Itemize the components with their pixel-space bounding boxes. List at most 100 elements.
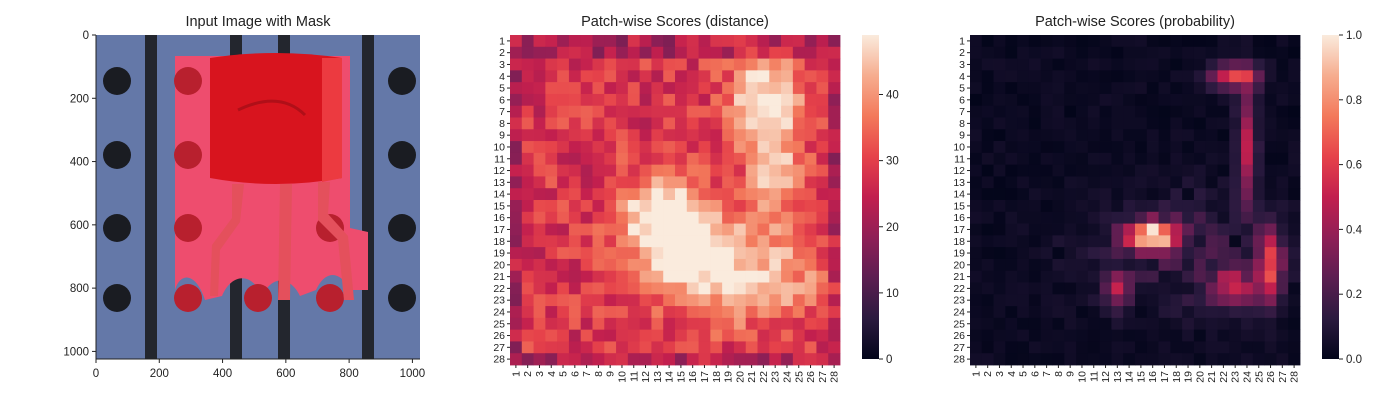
heatmap-cell <box>545 329 558 342</box>
heatmap-cell <box>510 294 523 307</box>
heatmap-cell <box>1087 82 1101 95</box>
heatmap-cell <box>651 258 664 272</box>
heatmap-cell <box>1135 270 1148 283</box>
heatmap-cell <box>745 223 758 236</box>
heatmap-cell <box>1252 70 1266 83</box>
heatmap-cell <box>1123 152 1136 166</box>
heatmap-cell <box>1028 164 1042 177</box>
heatmap-cell <box>1146 35 1159 48</box>
heatmap-cell <box>651 353 664 366</box>
heatmap-cell <box>804 306 817 319</box>
x-tick-label: 0 <box>93 368 99 380</box>
heatmap-cell <box>1182 117 1195 130</box>
heatmap-cell <box>1217 176 1230 189</box>
heatmap-cell <box>698 294 711 307</box>
heatmap-cell <box>533 329 546 342</box>
heatmap-cell <box>1229 46 1242 59</box>
heatmap-cell <box>733 247 747 260</box>
heatmap-cell <box>792 129 806 142</box>
heatmap-cell <box>993 58 1006 71</box>
heatmap-cell <box>1064 176 1077 189</box>
heatmap-cell <box>627 105 641 118</box>
heatmap-cell <box>651 294 664 307</box>
heatmap-cell <box>545 164 558 177</box>
heatmap-cell <box>627 35 641 48</box>
heatmap-cell <box>568 294 582 307</box>
heatmap-cell <box>580 270 593 283</box>
heatmap-cell <box>533 35 546 48</box>
heatmap-cell <box>1064 270 1077 283</box>
heatmap-cell <box>580 82 593 95</box>
x-tick-label: 3 <box>534 371 546 377</box>
heatmap-cell <box>568 223 582 236</box>
heatmap-cell <box>1028 247 1042 260</box>
heatmap-cell <box>1028 70 1042 83</box>
heatmap-cell <box>1276 294 1289 307</box>
heatmap-cell <box>604 117 617 130</box>
heatmap-cell <box>521 200 534 213</box>
heatmap-cell <box>510 258 523 272</box>
heatmap-cell <box>592 223 605 236</box>
heatmap-cell <box>1205 176 1218 189</box>
heatmap-cell <box>1099 306 1112 319</box>
heatmap-cell <box>616 82 629 95</box>
heatmap-cell <box>1123 341 1136 354</box>
heatmap-cell <box>816 164 829 177</box>
heatmap-cell <box>521 70 534 83</box>
heatmap-cell <box>675 329 688 342</box>
heatmap-cell <box>804 152 817 166</box>
heatmap-cell <box>710 294 723 307</box>
heatmap-cell <box>1264 353 1277 366</box>
heatmap-cell <box>1241 93 1254 107</box>
heatmap-cell <box>733 141 747 154</box>
y-tick-label: 24 <box>493 306 505 318</box>
heatmap-cell <box>510 235 523 248</box>
x-tick-label: 15 <box>675 371 687 383</box>
heatmap-cell <box>781 211 794 224</box>
heatmap-cell <box>1229 317 1242 331</box>
heatmap-cell <box>804 294 817 307</box>
heatmap-cell <box>592 117 605 130</box>
heatmap-cell <box>1028 317 1042 331</box>
heatmap-cell <box>1087 93 1101 107</box>
heatmap-cell <box>1182 141 1195 154</box>
heatmap-cell <box>521 58 534 71</box>
heatmap-cell <box>1193 329 1207 342</box>
heatmap-cell <box>769 247 782 260</box>
heatmap-cell <box>533 258 546 272</box>
heatmap-cell <box>710 341 723 354</box>
heatmap-cell <box>675 93 688 107</box>
heatmap-cell <box>1017 341 1030 354</box>
heatmap-cell <box>1182 223 1195 236</box>
heatmap-cell <box>816 176 829 189</box>
heatmap-cell <box>733 129 747 142</box>
heatmap-cell <box>1170 223 1183 236</box>
heatmap-cell <box>1135 200 1148 213</box>
heatmap-cell <box>627 188 641 201</box>
heatmap-cell <box>1017 294 1030 307</box>
heatmap-cell <box>1288 270 1301 283</box>
heatmap-cell <box>981 141 994 154</box>
x-tick-label: 16 <box>687 371 699 383</box>
heatmap-cell <box>970 247 983 260</box>
heatmap-cell <box>745 294 758 307</box>
heatmap-cell <box>781 306 794 319</box>
heatmap-cell <box>639 329 652 342</box>
heatmap-cell <box>733 235 747 248</box>
heatmap-cell <box>1193 117 1207 130</box>
heatmap-cell <box>1146 105 1159 118</box>
heatmap-cell <box>1099 258 1112 272</box>
heatmap-cell <box>1276 235 1289 248</box>
heatmap-cell <box>1135 294 1148 307</box>
heatmap-cell <box>1028 152 1042 166</box>
heatmap-cell <box>722 329 735 342</box>
heatmap-cell <box>1005 152 1018 166</box>
heatmap-cell <box>804 58 817 71</box>
heatmap-cell <box>686 329 699 342</box>
heatmap-cell <box>745 317 758 331</box>
heatmap-cell <box>981 117 994 130</box>
heatmap-cell <box>781 353 794 366</box>
heatmap-cell <box>592 317 605 331</box>
heatmap-cell <box>828 152 841 166</box>
heatmap-cell <box>816 129 829 142</box>
